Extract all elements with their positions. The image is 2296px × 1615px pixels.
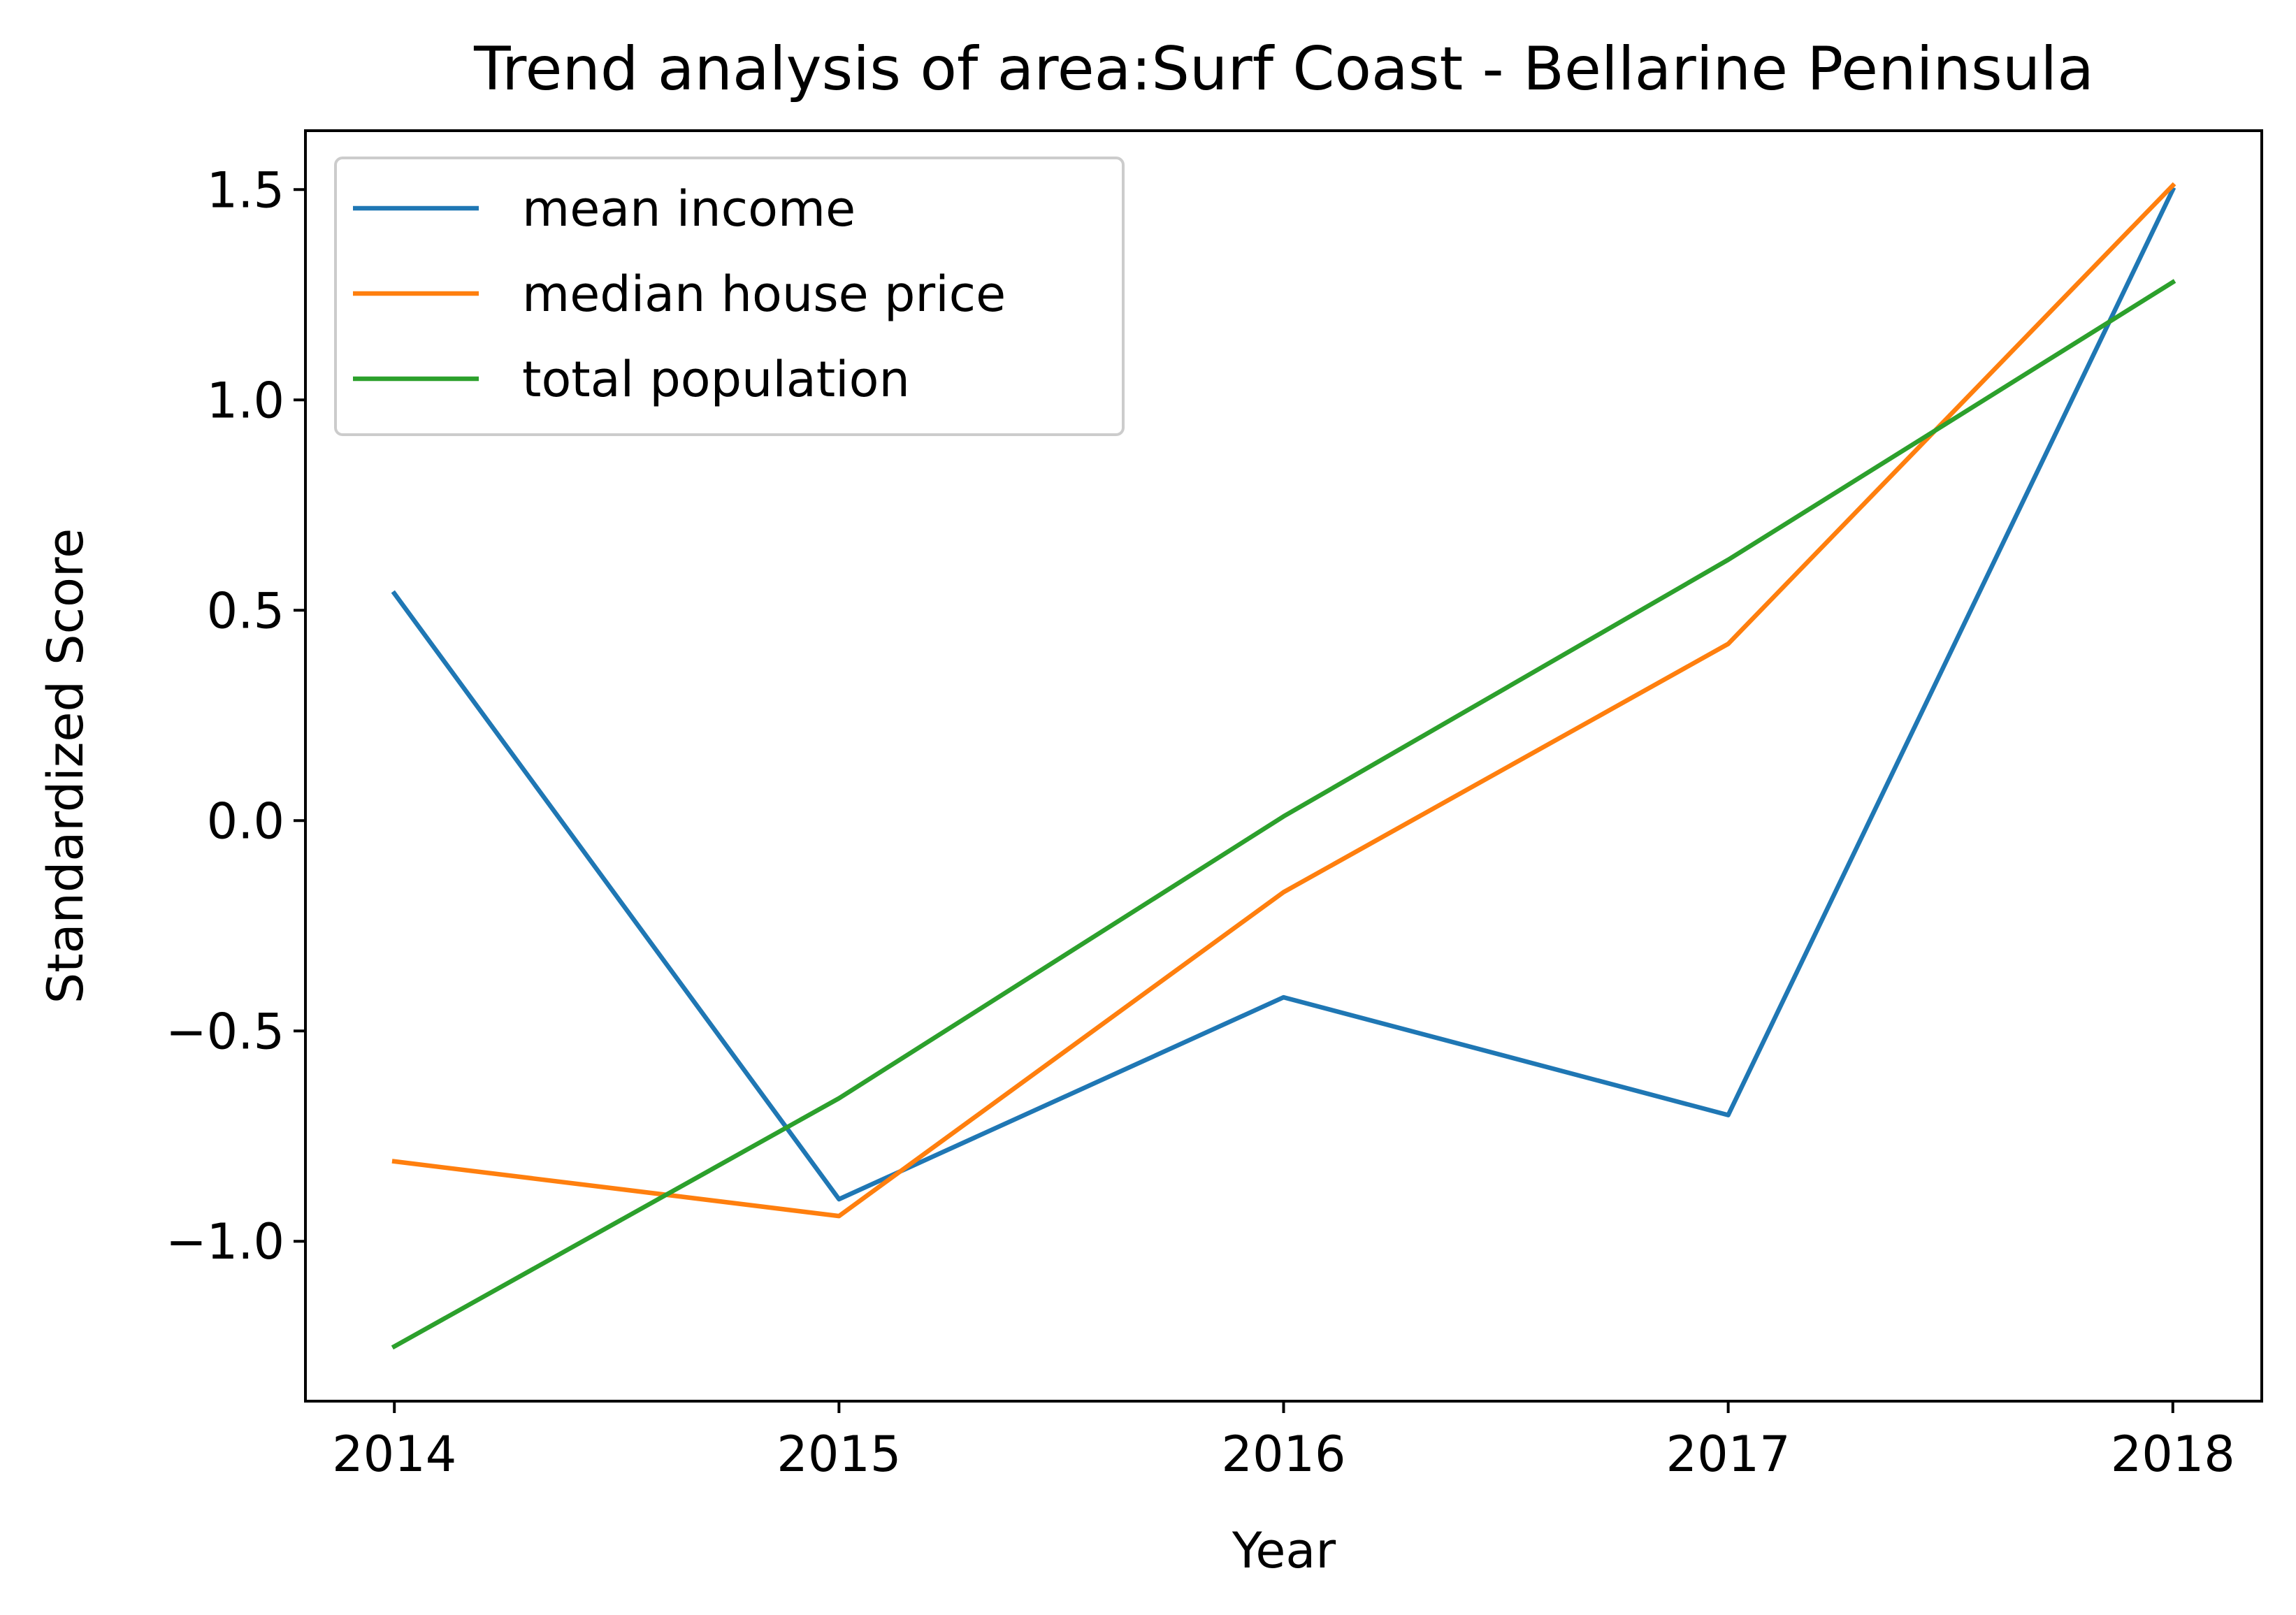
y-tick-label: 1.0 [207, 372, 284, 429]
y-axis-label: Standardized Score [37, 528, 94, 1004]
y-tick-label: 0.0 [207, 792, 284, 850]
y-tick-label: −0.5 [166, 1003, 284, 1060]
legend-box [334, 157, 1125, 436]
legend-label-total-population: total population [522, 351, 910, 408]
x-tick-label: 2016 [1221, 1426, 1345, 1483]
chart-title: Trend analysis of area:Surf Coast - Bell… [473, 34, 2094, 104]
series-line-mean-income [391, 186, 2176, 1202]
x-tick-label: 2017 [1666, 1426, 1791, 1483]
y-tick-label: 0.5 [207, 582, 284, 639]
y-tick-label: −1.0 [166, 1213, 284, 1270]
legend-label-median-house-price: median house price [522, 266, 1006, 323]
y-tick-label: 1.5 [207, 161, 284, 219]
legend-label-mean-income: mean income [522, 180, 855, 238]
x-tick-label: 2015 [777, 1426, 901, 1483]
x-axis-ticks: 2014 2015 2016 2017 2018 [332, 1401, 2235, 1483]
plot-lines [391, 182, 2176, 1350]
legend: mean income median house price total popul… [334, 157, 1125, 436]
series-line-median-house-price [391, 182, 2176, 1219]
series-line-total-population [391, 279, 2176, 1350]
y-axis-ticks: −1.0 −0.5 0.0 0.5 1.0 1.5 [166, 161, 305, 1270]
plot-frame [304, 129, 2263, 1403]
x-tick-label: 2018 [2111, 1426, 2235, 1483]
x-tick-label: 2014 [332, 1426, 456, 1483]
x-axis-label: Year [1232, 1522, 1336, 1579]
